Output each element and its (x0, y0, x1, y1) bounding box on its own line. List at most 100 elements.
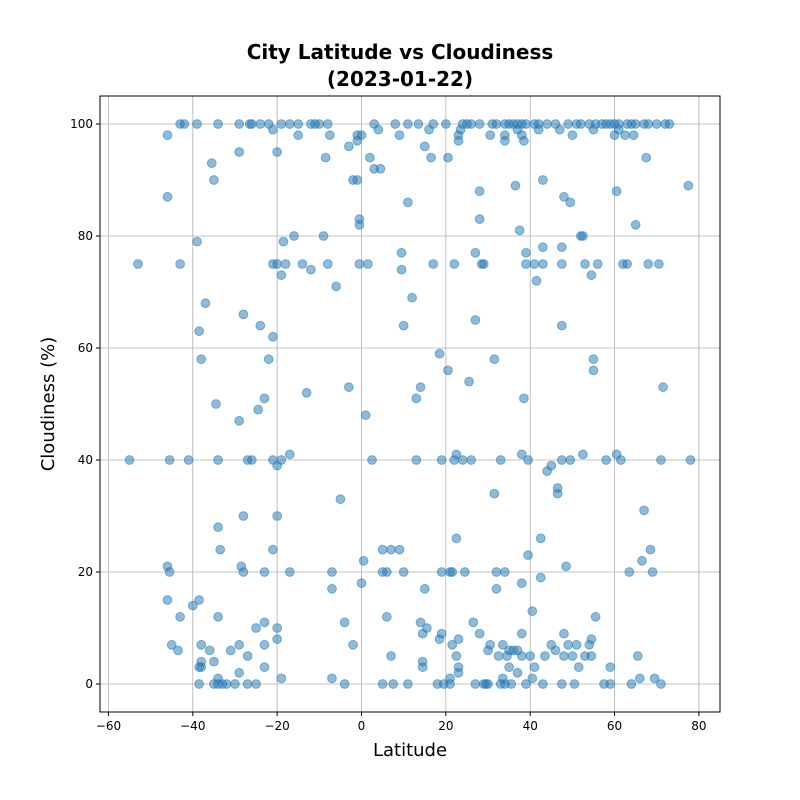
data-point (516, 578, 527, 589)
data-point (567, 651, 578, 661)
data-point (407, 292, 418, 303)
data-point (272, 259, 283, 269)
data-point (542, 119, 552, 129)
data-point (474, 628, 485, 639)
data-point (622, 259, 633, 269)
data-point (204, 645, 215, 656)
y-tick-label: 100 (70, 117, 93, 131)
data-point (510, 180, 521, 191)
y-axis-label: Cloudiness (%) (38, 337, 59, 472)
data-point (194, 662, 205, 673)
grid-lines (100, 96, 720, 712)
data-point (352, 175, 363, 185)
data-point (529, 662, 540, 673)
data-point (457, 455, 468, 465)
data-point (561, 561, 571, 572)
data-point (284, 119, 295, 129)
data-point (453, 634, 464, 645)
data-point (605, 679, 616, 689)
data-point (238, 309, 249, 320)
data-point (554, 124, 565, 135)
data-point (683, 180, 694, 191)
data-point (491, 119, 502, 129)
data-point (268, 124, 278, 135)
data-point (521, 247, 531, 258)
data-point (377, 679, 388, 689)
data-point (428, 119, 439, 129)
data-point (658, 382, 668, 393)
data-point (375, 163, 386, 174)
data-point (563, 119, 574, 129)
data-point (641, 152, 652, 163)
data-point (537, 259, 548, 269)
data-point (443, 152, 453, 163)
data-point (630, 219, 641, 230)
data-point (221, 679, 232, 689)
data-point (571, 639, 582, 650)
data-point (518, 393, 529, 404)
data-point (527, 606, 538, 617)
data-point (592, 259, 603, 269)
data-point (567, 130, 578, 141)
data-point (651, 119, 662, 129)
data-point (175, 259, 186, 269)
data-point (468, 617, 479, 628)
plot-frame (99, 95, 721, 713)
data-point (559, 628, 569, 639)
data-point (322, 119, 333, 129)
data-point (183, 455, 194, 465)
data-point (230, 679, 240, 689)
data-point (194, 595, 205, 605)
data-point (301, 387, 312, 398)
data-point (213, 455, 223, 465)
data-point (413, 119, 424, 129)
data-point (386, 651, 396, 661)
data-point (428, 259, 439, 269)
data-point (499, 130, 510, 141)
data-point (466, 455, 477, 465)
data-point (493, 651, 504, 661)
data-point (327, 567, 337, 577)
data-point (196, 354, 207, 365)
data-point (417, 662, 428, 673)
data-point (535, 533, 546, 544)
data-point (514, 225, 525, 236)
y-tick-label: 20 (78, 565, 93, 579)
data-point (255, 119, 266, 129)
data-point (478, 259, 489, 269)
data-point (523, 550, 533, 561)
data-point (356, 578, 367, 589)
data-point (497, 639, 508, 650)
data-point (398, 567, 409, 577)
data-point (358, 555, 369, 566)
data-point (388, 679, 399, 689)
data-point (246, 119, 257, 129)
data-point (320, 152, 331, 163)
data-point (563, 639, 574, 650)
data-point (284, 449, 295, 460)
data-point (362, 259, 373, 269)
x-tick-label: 80 (691, 719, 706, 733)
data-point (489, 354, 500, 365)
data-point (537, 679, 548, 689)
data-point (194, 679, 205, 689)
data-point (354, 259, 365, 269)
data-point (354, 219, 365, 230)
data-point (426, 152, 436, 163)
data-point (213, 522, 223, 533)
data-point (402, 679, 413, 689)
data-point (443, 365, 453, 376)
data-point (343, 141, 354, 152)
data-point (546, 460, 557, 471)
data-point (272, 147, 283, 157)
data-point (246, 455, 257, 465)
data-point (175, 611, 186, 622)
data-point (339, 617, 350, 628)
data-point (495, 455, 506, 465)
data-point (415, 617, 426, 628)
data-point (411, 455, 422, 465)
data-point (276, 455, 287, 465)
data-point (234, 119, 245, 129)
data-point (521, 119, 531, 129)
data-point (335, 494, 346, 505)
